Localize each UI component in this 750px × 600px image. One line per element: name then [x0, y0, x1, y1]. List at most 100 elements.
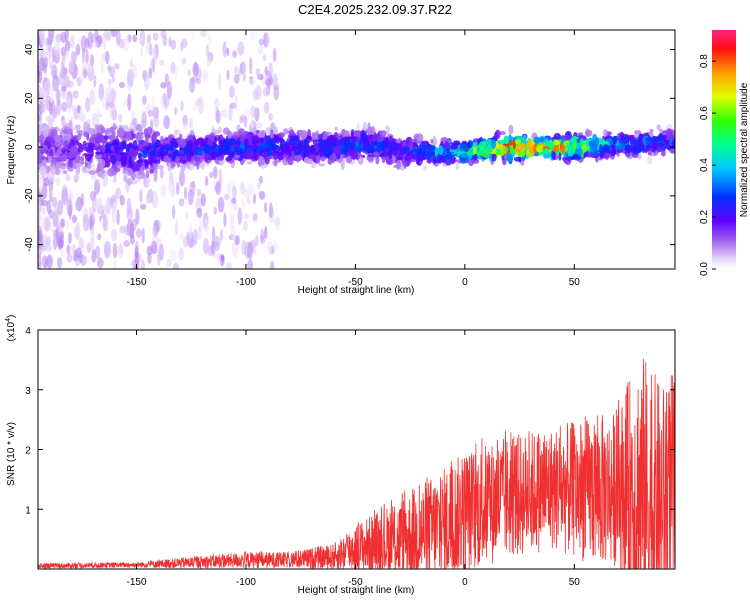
- spectrogram-cell: [85, 153, 92, 161]
- spectrogram-cell: [61, 119, 66, 128]
- spectrogram-cell: [97, 233, 102, 241]
- spectrogram-cell: [62, 162, 67, 167]
- spectrogram-cell: [189, 162, 194, 171]
- spectrogram-cell: [228, 138, 235, 145]
- y-tick-label: -20: [24, 188, 35, 203]
- spectrogram-cell: [396, 149, 401, 159]
- spectrogram-cell: [160, 82, 167, 89]
- spectrogram-cell: [223, 138, 230, 147]
- spectrogram-cell: [518, 143, 526, 149]
- spectrogram-cell: [110, 145, 115, 152]
- spectrogram-cell: [43, 57, 48, 68]
- spectrogram-cell: [119, 81, 125, 89]
- spectrogram-cell: [42, 159, 46, 168]
- spectrogram-cell: [50, 64, 58, 79]
- spectrogram-cell: [151, 94, 155, 112]
- spectrogram-cell: [272, 152, 279, 160]
- spectrogram-cell: [563, 159, 569, 164]
- spectrogram-cell: [152, 32, 159, 41]
- spectrogram-cell: [634, 130, 642, 135]
- spectrogram-cell: [625, 145, 631, 154]
- spectrogram-cell: [299, 129, 308, 139]
- spectrogram-cell: [38, 173, 44, 191]
- spectrogram-cell: [654, 150, 659, 156]
- spectrogram-cell: [376, 136, 383, 140]
- spectrogram-cell: [180, 40, 184, 52]
- spectrogram-cell: [176, 155, 184, 159]
- spectrogram-cell: [195, 98, 202, 106]
- spectrogram-cell: [58, 239, 64, 250]
- spectrogram-cell: [97, 158, 106, 169]
- spectrogram-cell: [145, 39, 152, 54]
- spectrogram-cell: [145, 193, 150, 205]
- spectrogram-cell: [62, 170, 68, 175]
- spectrogram-cell: [599, 150, 603, 159]
- spectrogram-cell: [206, 54, 212, 68]
- spectrogram-cell: [70, 146, 78, 154]
- spectrogram-cell: [262, 54, 267, 62]
- spectrogram-cell: [114, 63, 120, 70]
- spectrogram-cell: [221, 255, 225, 263]
- spectrogram-cell: [101, 143, 106, 154]
- spectrogram-cell: [179, 169, 185, 187]
- spectrogram-cell: [54, 135, 62, 143]
- spectrogram-cell: [653, 141, 660, 150]
- spectrogram-cell: [264, 66, 268, 76]
- spectrogram-cell: [88, 170, 96, 175]
- spectrogram-cell: [181, 57, 187, 65]
- spectrogram-cell: [434, 148, 439, 157]
- spectrogram-cell: [602, 144, 610, 154]
- spectrogram-cell: [576, 147, 583, 157]
- spectrogram-cell: [188, 181, 196, 197]
- spectrogram-cell: [48, 153, 54, 157]
- spectrogram-cell: [156, 250, 161, 266]
- spectrogram-cell: [105, 50, 110, 65]
- spectrogram-cell: [172, 204, 176, 220]
- spectrogram-cell: [295, 156, 300, 163]
- spectrogram-cell: [43, 124, 50, 129]
- spectrogram-cell: [110, 30, 118, 38]
- spectrogram-cell: [217, 72, 222, 91]
- spectrogram-cell: [107, 167, 116, 177]
- spectrogram-cell: [603, 128, 608, 138]
- colorbar-tick-label: 0.4: [699, 158, 710, 172]
- spectrogram-cell: [127, 219, 133, 237]
- spectrogram-cell: [124, 131, 132, 142]
- spectrogram-cell: [141, 227, 145, 244]
- spectrogram-cell: [256, 121, 263, 129]
- spectrogram-cell: [535, 144, 544, 153]
- spectrogram-cell: [533, 136, 541, 144]
- spectrogram-cell: [320, 156, 326, 162]
- spectrogram-cell: [237, 68, 243, 77]
- spectrogram-cell: [38, 261, 42, 269]
- spectrogram-cell: [75, 163, 84, 167]
- spectrogram-cell: [144, 174, 150, 188]
- spectrogram-cell: [243, 220, 248, 232]
- spectrogram-cell: [85, 147, 94, 153]
- spectrogram-cell: [39, 30, 45, 46]
- spectrogram-cell: [52, 75, 59, 92]
- spectrogram-cell: [109, 154, 117, 164]
- spectrogram-cell: [563, 153, 567, 158]
- spectrogram-cell: [473, 141, 478, 148]
- spectrogram-cell: [152, 45, 158, 64]
- spectrogram-cell: [237, 207, 243, 226]
- spectrogram-cell: [577, 142, 581, 150]
- spectrogram-cell: [132, 34, 138, 43]
- spectrogram-cell: [77, 146, 84, 153]
- spectrogram-cell: [380, 130, 387, 137]
- spectrogram-cell: [61, 101, 68, 112]
- spectrogram-cell: [350, 150, 358, 160]
- spectrogram-cell: [396, 139, 401, 144]
- spectrogram-cell: [196, 188, 202, 197]
- spectrogram-cell: [264, 226, 268, 239]
- spectrogram-cell: [40, 207, 47, 215]
- spectrogram-heatmap: [38, 30, 675, 269]
- spectrogram-cell: [175, 181, 180, 195]
- spectrogram-cell: [42, 147, 47, 153]
- spectrogram-cell: [260, 164, 266, 170]
- spectrogram-cell: [289, 135, 296, 142]
- spectrogram-cell: [467, 153, 473, 160]
- spectrogram-cell: [110, 228, 118, 241]
- spectrogram-cell: [53, 207, 59, 225]
